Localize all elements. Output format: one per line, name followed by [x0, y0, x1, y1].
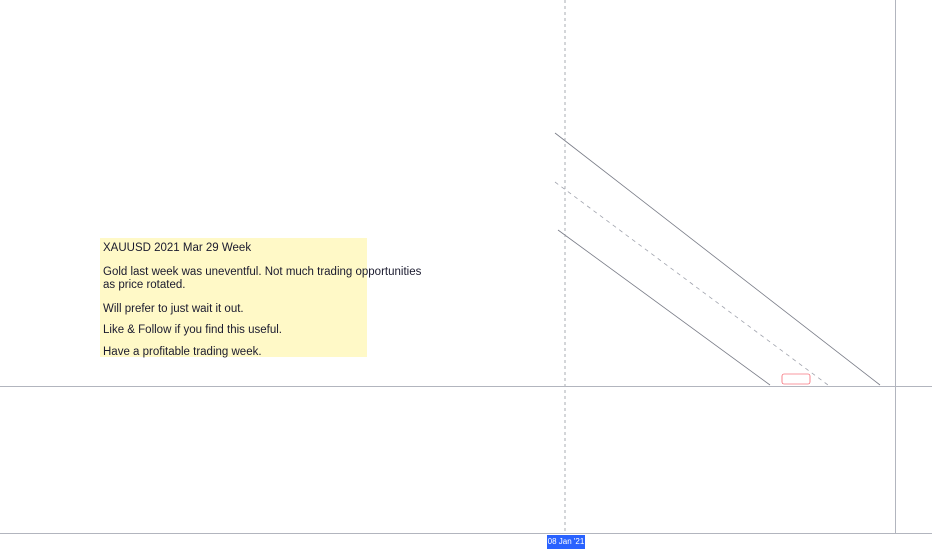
channel-upper [554, 132, 881, 386]
event-icon[interactable] [781, 373, 811, 385]
note-box [100, 238, 367, 357]
channel-lower [557, 229, 771, 386]
note-line: Like & Follow if you find this useful. [103, 324, 282, 336]
note-line: Have a profitable trading week. [103, 346, 262, 358]
note-title: XAUUSD 2021 Mar 29 Week [103, 242, 251, 254]
note-line: as price rotated. [103, 279, 185, 291]
note-line: Gold last week was uneventful. Not much … [103, 266, 422, 278]
cursor-label-box [547, 535, 585, 549]
note-line: Will prefer to just wait it out. [103, 303, 244, 315]
channel-mid [554, 181, 829, 386]
cursor-label: 08 Jan '21 [548, 537, 585, 546]
